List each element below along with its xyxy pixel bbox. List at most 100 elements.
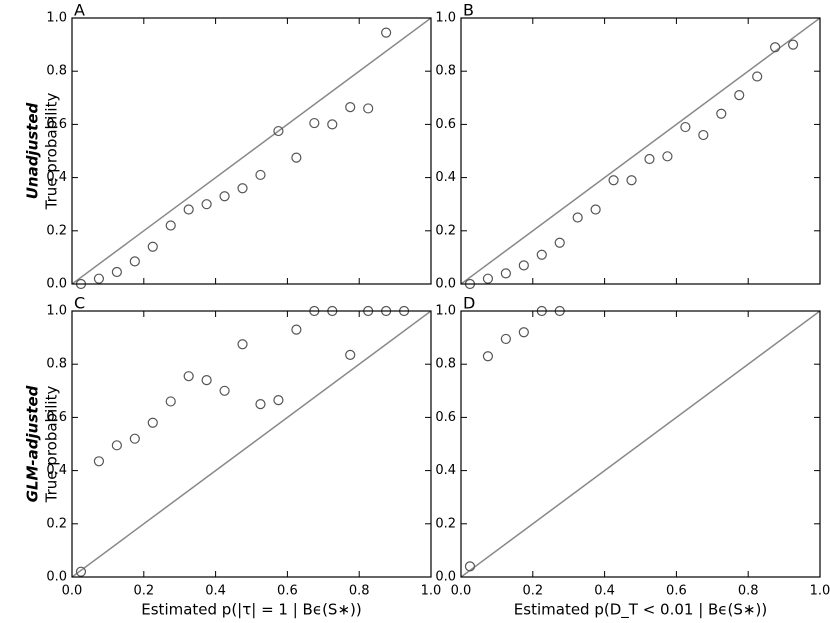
x-tick-label: 0.2 [522, 584, 543, 599]
marker [309, 117, 320, 129]
marker [787, 39, 799, 50]
marker [255, 399, 266, 410]
y-tick-label: 1.0 [435, 304, 456, 319]
marker [291, 324, 302, 335]
marker [327, 119, 338, 130]
marker [129, 256, 140, 267]
x-tick-label: 0.4 [594, 584, 615, 599]
x-tick-label: 0.0 [451, 584, 472, 599]
marker [201, 199, 212, 210]
marker [147, 241, 158, 252]
x-tick-label: 0.0 [62, 584, 83, 599]
x-axis-label: Estimated p(|τ| = 1 | Bϵ(S∗)) [141, 601, 361, 619]
marker [219, 191, 230, 202]
marker [698, 129, 709, 141]
x-tick-label: 0.8 [349, 584, 370, 599]
y-tick-label: 1.0 [435, 11, 456, 26]
y-group-label: Unadjusted [24, 102, 42, 199]
panel-label: A [74, 1, 85, 20]
marker [626, 175, 637, 186]
marker [273, 395, 284, 406]
plot-frame [460, 310, 821, 578]
marker [500, 268, 511, 279]
marker [608, 175, 619, 186]
y-tick-label: 1.0 [46, 11, 67, 26]
marker [662, 151, 673, 162]
marker [273, 125, 284, 137]
y-tick-label: 0.6 [435, 117, 456, 132]
y-axis-label: True probability [43, 386, 61, 504]
y-tick-label: 0.8 [46, 357, 67, 372]
marker [680, 121, 691, 133]
marker [770, 42, 781, 53]
marker [291, 152, 302, 163]
marker [111, 440, 122, 451]
marker [201, 375, 212, 386]
x-tick-label: 1.0 [810, 584, 830, 599]
plot-frame [71, 310, 432, 578]
marker [752, 71, 763, 82]
y-tick-label: 0.6 [46, 410, 67, 425]
y-tick-label: 0.8 [435, 357, 456, 372]
marker [129, 433, 140, 444]
x-tick-label: 0.8 [738, 584, 759, 599]
y-tick-label: 0.0 [46, 277, 67, 292]
marker [165, 396, 176, 407]
panel-label: C [74, 294, 85, 313]
marker [165, 220, 176, 231]
marker [183, 204, 194, 215]
marker [554, 237, 565, 248]
y-tick-label: 0.0 [46, 570, 67, 585]
y-tick-label: 0.4 [435, 463, 456, 478]
y-tick-label: 0.2 [435, 223, 456, 238]
marker [219, 385, 230, 396]
y-axis-label: True probability [43, 93, 61, 211]
y-tick-label: 0.8 [46, 64, 67, 79]
marker [111, 266, 122, 278]
marker [237, 183, 248, 194]
y-tick-label: 0.6 [435, 410, 456, 425]
reference-line [461, 18, 820, 284]
marker [518, 260, 529, 271]
x-tick-label: 0.4 [205, 584, 226, 599]
reference-line [461, 311, 820, 577]
panel-label: D [463, 294, 475, 313]
plot-frame [460, 17, 821, 285]
marker [644, 153, 655, 165]
marker [500, 333, 511, 345]
marker [518, 327, 529, 338]
marker [590, 204, 601, 215]
marker [183, 371, 194, 382]
y-group-label: GLM-adjusted [24, 385, 42, 502]
reference-line [72, 18, 431, 284]
marker [536, 249, 547, 260]
marker [734, 90, 745, 101]
x-tick-label: 0.6 [277, 584, 298, 599]
reference-line [72, 311, 431, 577]
marker [255, 169, 266, 181]
marker [464, 561, 476, 572]
y-tick-label: 0.6 [46, 117, 67, 132]
y-tick-label: 0.2 [46, 223, 67, 238]
y-tick-label: 0.4 [435, 170, 456, 185]
y-tick-label: 0.0 [435, 570, 456, 585]
x-tick-label: 0.6 [666, 584, 687, 599]
marker [363, 103, 374, 114]
marker [572, 212, 583, 223]
y-tick-label: 0.2 [46, 516, 67, 531]
y-tick-label: 0.8 [435, 64, 456, 79]
plot-frame [71, 17, 432, 285]
marker [482, 273, 494, 284]
y-tick-label: 0.4 [46, 170, 67, 185]
marker [237, 339, 248, 350]
y-tick-label: 0.2 [435, 516, 456, 531]
marker [93, 273, 105, 284]
marker [381, 27, 392, 38]
x-axis-label: Estimated p(D_T < 0.01 | Bϵ(S∗)) [514, 601, 767, 620]
panel-label: B [463, 1, 474, 20]
y-tick-label: 0.0 [435, 277, 456, 292]
marker [345, 349, 356, 360]
y-tick-label: 1.0 [46, 304, 67, 319]
marker [93, 456, 105, 467]
